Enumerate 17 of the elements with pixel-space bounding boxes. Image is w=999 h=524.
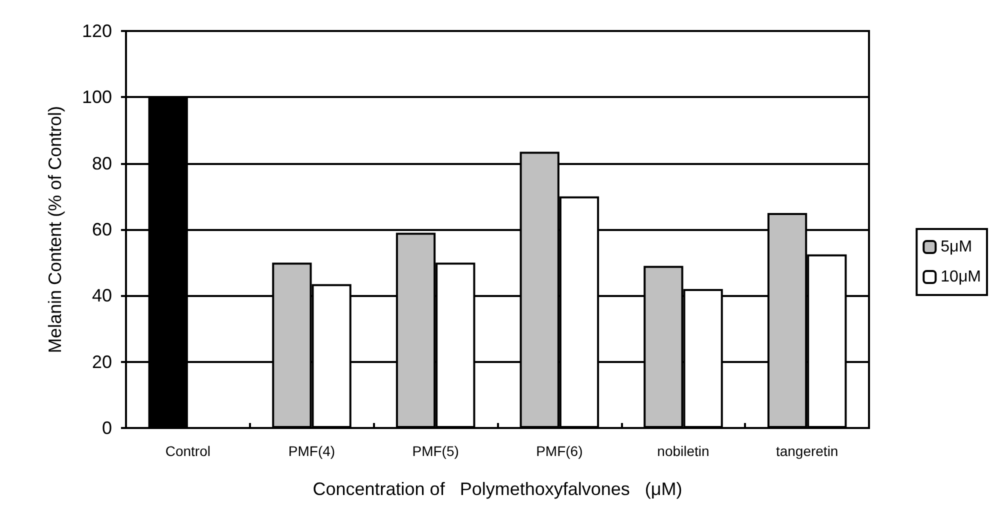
y-tick-label: 40 — [92, 286, 112, 306]
legend-label: 5μM — [940, 238, 972, 256]
y-tick-label: 80 — [92, 153, 112, 174]
legend-label: 10μM — [940, 268, 981, 286]
y-tick-label: 120 — [82, 21, 112, 41]
x-axis-title: Concentration of Polymethoxyfalvones (μM) — [312, 479, 682, 499]
x-tick-label: PMF(4) — [288, 443, 336, 459]
y-tick-label: 60 — [92, 220, 112, 240]
x-tick-label: PMF(5) — [412, 443, 459, 459]
x-tick-label: PMF(6) — [536, 443, 583, 459]
y-tick-label: 0 — [102, 418, 112, 438]
y-axis-title: Melanin Content (% of Control) — [45, 106, 65, 354]
y-tick-label: 100 — [82, 87, 112, 108]
y-tick-label: 20 — [92, 352, 112, 372]
x-tick-label: nobiletin — [657, 443, 710, 459]
x-tick-label: Control — [165, 443, 210, 459]
x-tick-label: tangeretin — [776, 443, 838, 459]
